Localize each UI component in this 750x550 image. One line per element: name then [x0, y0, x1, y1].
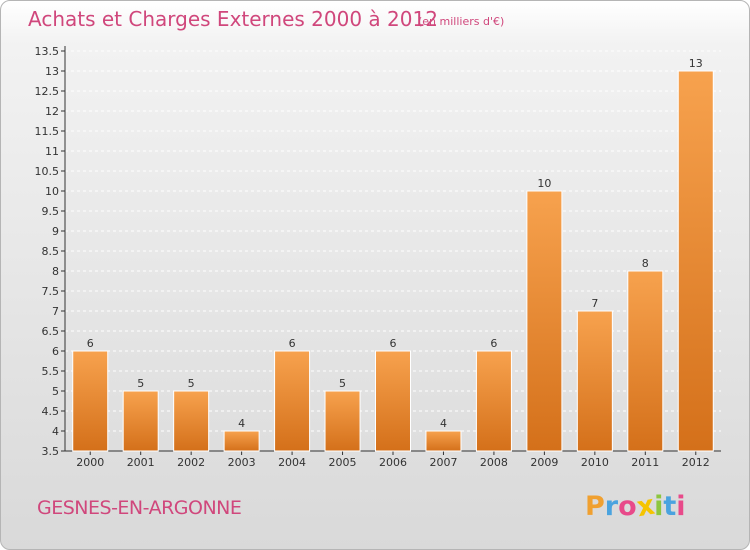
data-label: 5	[137, 377, 144, 390]
y-tick-label: 7.5	[42, 285, 60, 298]
bar	[576, 310, 613, 452]
proxiti-logo[interactable]: Proxiti	[585, 490, 686, 524]
data-label: 8	[642, 257, 649, 270]
bar	[526, 190, 563, 452]
data-label: 4	[440, 417, 447, 430]
chart-title: Achats et Charges Externes 2000 à 2012	[28, 7, 438, 31]
y-tick-label: 6.5	[42, 325, 60, 338]
chart-subtitle: (en milliers d'€)	[418, 15, 505, 28]
logo-letter: P	[585, 491, 605, 522]
data-label: 10	[537, 177, 551, 190]
y-tick-label: 10	[45, 185, 59, 198]
y-tick-label: 13	[45, 65, 59, 78]
bar	[324, 390, 361, 452]
data-label: 6	[490, 337, 497, 350]
bar	[627, 270, 664, 452]
bars: 6 5 5 4 6 5 6 4 6 10 7 8 13	[72, 57, 714, 452]
bar	[677, 70, 714, 452]
bar	[72, 350, 109, 452]
y-tick-label: 8	[52, 265, 59, 278]
y-tick-label: 6	[52, 345, 59, 358]
bar	[375, 350, 411, 452]
x-tick-label: 2001	[127, 456, 155, 469]
y-tick-label: 7	[52, 305, 59, 318]
y-tick-label: 11	[45, 145, 59, 158]
x-tick-label: 2006	[379, 456, 407, 469]
logo-letter: r	[604, 491, 619, 522]
commune-name: GESNES-EN-ARGONNE	[37, 497, 242, 519]
y-tick-label: 12	[45, 105, 59, 118]
x-tick-label: 2008	[480, 456, 508, 469]
x-tick-label: 2007	[429, 456, 457, 469]
y-tick-label: 13.5	[35, 45, 60, 58]
y-tick-label: 4.5	[42, 405, 60, 418]
logo-letter: t	[663, 491, 677, 522]
bar	[274, 350, 311, 452]
x-tick-label: 2000	[76, 456, 104, 469]
data-label: 5	[339, 377, 346, 390]
data-label: 13	[689, 57, 703, 70]
data-label: 7	[591, 297, 598, 310]
x-tick-label: 2009	[530, 456, 558, 469]
y-tick-label: 8.5	[42, 245, 60, 258]
y-tick-label: 5	[52, 385, 59, 398]
logo-letter: o	[618, 491, 637, 522]
x-tick-label: 2005	[329, 456, 357, 469]
x-tick-label: 2004	[278, 456, 306, 469]
bar	[223, 430, 260, 452]
y-tick-label: 12.5	[35, 85, 60, 98]
y-tick-label: 4	[52, 425, 59, 438]
x-tick-labels: 2000 2001 2002 2003 2004 2005 2006 2007 2008 2009…	[76, 456, 710, 469]
bar	[475, 350, 512, 452]
data-label: 6	[289, 337, 296, 350]
x-tick-label: 2003	[228, 456, 256, 469]
y-tick-label: 9.5	[42, 205, 60, 218]
x-tick-label: 2010	[581, 456, 609, 469]
x-tick-label: 2012	[682, 456, 710, 469]
y-tick-label: 9	[52, 225, 59, 238]
bar	[122, 390, 159, 452]
x-tick-label: 2002	[177, 456, 205, 469]
y-tick-label: 3.5	[42, 445, 60, 458]
x-tick-label: 2011	[631, 456, 659, 469]
data-label: 6	[87, 337, 94, 350]
y-tick-label: 11.5	[35, 125, 60, 138]
logo-letter: i	[676, 491, 686, 522]
y-tick-label: 5.5	[42, 365, 60, 378]
data-label: 6	[390, 337, 397, 350]
data-label: 5	[188, 377, 195, 390]
bar	[425, 430, 462, 452]
y-tick-labels: 3.5 4 4.5 5 5.5 6 6.5 7 7.5 8 8.5 9 9.5 10 10.5 11 11.5 1…	[35, 45, 60, 458]
y-tick-label: 10.5	[35, 165, 60, 178]
bar	[173, 390, 210, 452]
logo-letter: i	[654, 491, 664, 522]
data-label: 4	[238, 417, 245, 430]
